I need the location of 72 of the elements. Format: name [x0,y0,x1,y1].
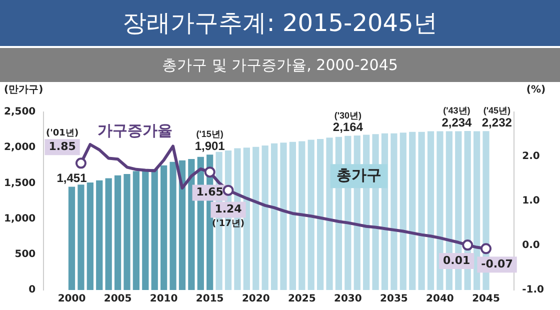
y-tick-label: 0 [28,284,36,296]
y2-axis-title: (%) [526,84,546,96]
bar [252,146,260,290]
data-label: ('15년) 1,901 [194,129,226,153]
bar [262,145,268,290]
y-tick-label: 2,000 [4,142,36,154]
x-tick-label: 2040 [426,294,454,305]
x-tick-label: 2035 [380,294,408,305]
x-tick-label: 2030 [334,294,362,305]
bar [409,132,416,290]
bar [436,131,444,290]
bar [473,131,480,290]
bar [400,132,406,290]
x-tick-label: 2015 [196,294,224,305]
y-tick-label: 2,500 [4,106,36,118]
bar [243,148,250,290]
bar [390,133,398,290]
x-tick-label: 2000 [58,294,86,305]
data-label: ('43년) 2,234 [442,105,472,130]
bar [316,139,324,290]
y-tick-label: 500 [14,248,36,260]
bar [132,171,140,290]
bar [170,162,176,290]
bar [96,180,103,290]
bar [105,178,112,290]
bar [280,142,287,290]
bar [68,186,76,290]
data-label: 1.65 [196,186,224,199]
data-label: -0.07 [481,257,513,270]
bar [78,184,84,290]
y2-tick-label: 2.0 [522,151,540,162]
bar [124,174,130,290]
bar [142,170,149,290]
point [75,158,86,169]
data-label: ('45년) 2,232 [482,106,512,130]
bar [178,160,186,290]
bar [289,142,296,290]
y2-tick-label: 1.0 [522,196,540,207]
y2-tick-label: 0.0 [522,240,540,252]
point [204,166,216,178]
bar [427,131,434,290]
x-tick-label: 2005 [104,294,132,305]
x-tick-label: 2045 [472,294,500,305]
bar [326,138,333,290]
bar [418,132,425,290]
bar [86,182,94,290]
data-label: 1.24 ('17년) [212,202,245,230]
y-axis-title: (만가구) [4,84,44,96]
data-label: ('30년) 2,164 [332,110,364,134]
bar [151,168,158,290]
bar [270,143,278,290]
x-tick-label: 2025 [288,294,316,305]
x-tick-label: 2020 [242,294,270,305]
chart-subtitle: 총가구 및 가구증가율, 2000-2045 [0,46,560,82]
point [462,240,474,251]
data-label: 1,451 [56,171,88,185]
point [480,243,492,254]
bar [188,158,195,290]
x-tick-label: 2010 [150,294,178,305]
y-tick-label: 1,000 [4,213,36,224]
series-label: 가구증가율 [98,121,173,140]
chart-title: 장래가구추계: 2015-2045년 [0,0,560,46]
series-label: 총가구 [336,166,382,184]
point [222,184,234,196]
bar [114,175,122,290]
bar [308,140,314,290]
data-label: ('01년) 1.85 [46,128,79,154]
data-label: 0.01 [443,254,470,267]
bar [160,165,168,290]
bar [298,141,306,290]
y2-tick-label: -1.0 [522,284,544,296]
y-tick-label: 1,500 [4,178,36,189]
